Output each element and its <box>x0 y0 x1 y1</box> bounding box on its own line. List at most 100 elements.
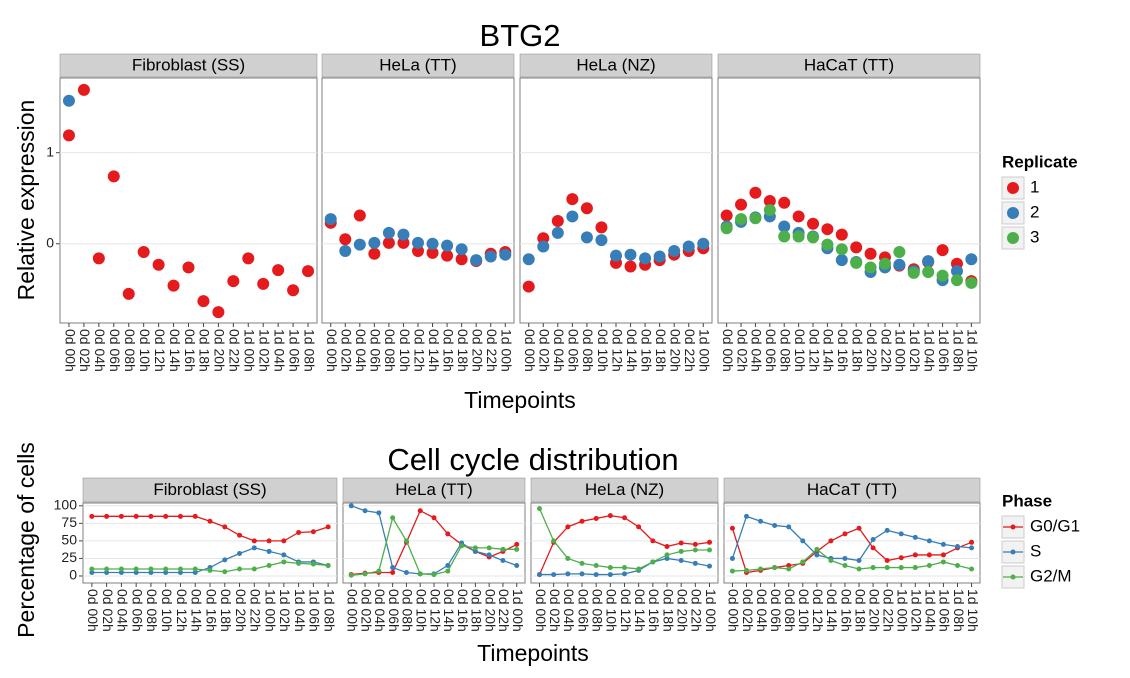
point <box>376 568 382 574</box>
point <box>551 214 564 227</box>
x-tick-label: 0d 16h <box>203 589 219 632</box>
point <box>624 260 637 273</box>
x-tick-label: 0d 20h <box>674 589 690 632</box>
x-tick-label: 1d 00h <box>499 329 515 372</box>
x-tick-label: 0d 06h <box>566 329 582 372</box>
x-tick-label: 0d 08h <box>144 589 160 632</box>
point <box>969 539 975 545</box>
point <box>864 247 877 260</box>
x-tick-label: 0d 00h <box>85 589 101 632</box>
chart-title: BTG2 <box>480 18 561 53</box>
point <box>772 522 778 528</box>
panel <box>342 502 526 584</box>
x-tick-label: 0d 00h <box>726 589 742 632</box>
point <box>412 245 424 258</box>
point <box>965 253 978 266</box>
x-tick-label: 1d 10h <box>965 329 981 372</box>
point <box>339 245 352 258</box>
point <box>898 531 904 537</box>
x-tick-label: 0d 10h <box>414 589 430 632</box>
point <box>122 287 135 300</box>
point <box>870 536 876 542</box>
x-tick-label: 1d 02h <box>257 329 273 372</box>
x-axis-title: Timepoints <box>464 387 576 413</box>
legend-swatch <box>1010 524 1016 530</box>
point <box>835 243 848 256</box>
x-tick-label: 0d 04h <box>353 329 369 372</box>
point <box>272 264 285 277</box>
strip-label: HaCaT (TT) <box>807 480 897 499</box>
x-tick-label: 0d 18h <box>660 589 676 632</box>
point <box>926 538 932 544</box>
x-tick-label: 0d 08h <box>382 329 398 372</box>
point <box>707 539 712 545</box>
x-tick-label: 0d 06h <box>763 329 779 372</box>
point <box>163 513 169 519</box>
point <box>397 228 410 241</box>
x-tick-label: 0d 04h <box>754 589 770 632</box>
point <box>580 202 593 215</box>
panel <box>59 77 318 324</box>
y-tick-label: 0 <box>46 234 54 250</box>
legend-label: S <box>1030 541 1041 560</box>
point <box>969 566 975 572</box>
y-tick-label: 50 <box>61 532 77 548</box>
point <box>348 503 354 509</box>
point <box>800 559 806 565</box>
point <box>758 518 764 524</box>
point <box>565 555 571 561</box>
point <box>266 548 272 554</box>
point <box>821 223 834 236</box>
legend-swatch <box>1010 574 1016 580</box>
x-tick-label: 0d 04h <box>749 329 765 372</box>
point <box>595 234 608 247</box>
point <box>898 565 904 571</box>
x-tick-label: 0d 00h <box>522 329 538 372</box>
panel <box>519 77 713 324</box>
x-tick-label: 0d 04h <box>551 329 567 372</box>
point <box>89 513 95 519</box>
point <box>792 230 805 243</box>
x-tick-label: 0d 18h <box>653 329 669 372</box>
point <box>856 525 862 531</box>
point <box>237 566 243 572</box>
point <box>486 552 492 558</box>
x-tick-label: 0d 18h <box>197 329 213 372</box>
x-tick-label: 0d 22h <box>496 589 512 632</box>
point <box>664 555 670 561</box>
x-tick-label: 0d 12h <box>152 329 168 372</box>
point <box>678 558 684 564</box>
point <box>192 569 198 575</box>
point <box>828 538 834 544</box>
x-tick-label: 0d 22h <box>227 329 243 372</box>
point <box>828 558 834 564</box>
x-tick-label: 0d 06h <box>386 589 402 632</box>
x-tick-label: 1d 04h <box>292 589 308 632</box>
point <box>296 529 302 535</box>
point <box>912 552 918 558</box>
point <box>579 560 585 566</box>
x-tick-label: 1d 00h <box>893 329 909 372</box>
point <box>856 566 862 572</box>
point <box>382 236 395 249</box>
point <box>537 232 550 245</box>
point <box>133 569 139 575</box>
x-tick-label: 0d 14h <box>167 329 183 372</box>
strip-label: HeLa (TT) <box>395 480 472 499</box>
point <box>720 222 733 235</box>
x-tick-label: 0d 22h <box>248 589 264 632</box>
point <box>842 562 848 568</box>
point <box>551 226 564 239</box>
point <box>940 552 946 558</box>
point <box>397 236 410 249</box>
point <box>786 562 792 568</box>
x-tick-label: 0d 20h <box>864 329 880 372</box>
point <box>104 566 110 572</box>
point <box>251 545 257 551</box>
x-tick-label: 0d 06h <box>107 329 123 372</box>
x-tick-label: 0d 16h <box>835 329 851 372</box>
strip <box>342 477 526 503</box>
x-tick-label: 0d 22h <box>484 329 500 372</box>
point <box>500 546 506 552</box>
x-tick-label: 0d 10h <box>137 329 153 372</box>
